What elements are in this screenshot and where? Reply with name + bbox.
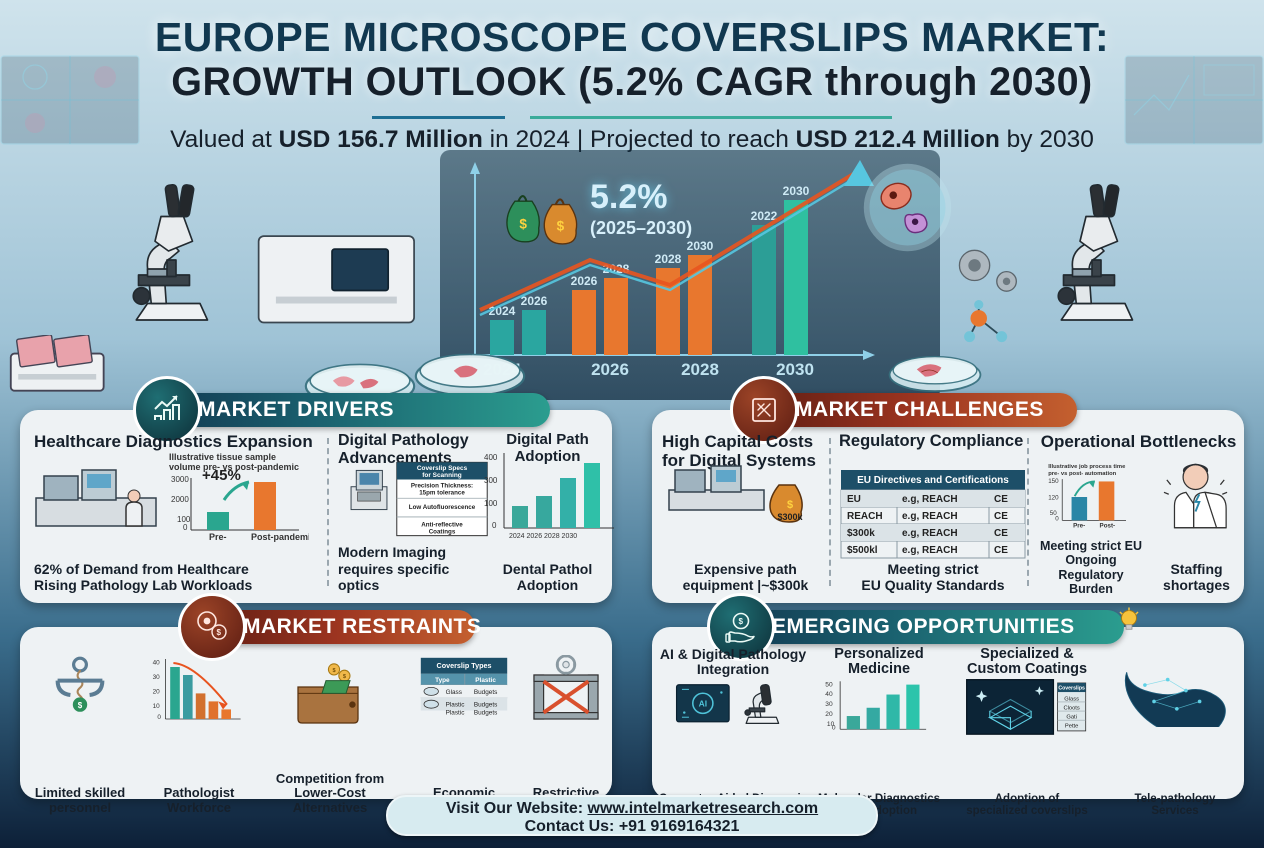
svg-text:2026: 2026 [521,294,548,308]
svg-text:e.g, REACH: e.g, REACH [902,511,958,522]
svg-text:0: 0 [157,714,161,721]
svg-text:20: 20 [153,688,161,695]
svg-text:100: 100 [484,499,498,508]
svg-text:CE: CE [994,545,1008,556]
svg-text:Pre-: Pre- [209,532,227,542]
svg-text:0: 0 [832,725,836,732]
svg-text:$: $ [557,218,565,233]
svg-text:Coverslip Specs: Coverslip Specs [417,465,468,472]
svg-text:$300k: $300k [847,528,875,539]
svg-text:2026: 2026 [571,274,598,288]
svg-text:e.g, REACH: e.g, REACH [902,528,958,539]
svg-text:10: 10 [153,703,161,710]
svg-text:150: 150 [1048,478,1059,485]
svg-text:$300k: $300k [777,512,803,522]
svg-text:Illustrative job process time: Illustrative job process time [1048,464,1126,470]
svg-text:CE: CE [994,528,1008,539]
svg-text:for Scanning: for Scanning [422,472,462,479]
svg-text:Glass: Glass [446,689,462,696]
svg-text:Post-pandemic: Post-pandemic [251,532,309,542]
svg-text:Type: Type [435,677,450,684]
svg-text:$500kl: $500kl [847,545,878,556]
svg-text:Budgets: Budgets [474,689,497,696]
svg-text:Post-: Post- [1100,522,1116,529]
svg-text:3000: 3000 [171,475,189,484]
svg-text:40: 40 [153,660,161,667]
svg-text:2026: 2026 [591,360,629,379]
svg-text:300: 300 [484,476,498,485]
svg-text:Plastic: Plastic [446,702,466,709]
svg-text:Coverslip Types: Coverslip Types [437,661,492,670]
svg-text:Glass: Glass [1064,697,1079,703]
svg-text:Low Autofluorescence: Low Autofluorescence [409,504,476,511]
svg-text:Anti-reflective: Anti-reflective [421,521,463,528]
svg-text:0: 0 [492,521,497,530]
svg-text:REACH: REACH [847,511,883,522]
svg-text:40: 40 [825,692,833,699]
svg-text:0: 0 [1055,515,1059,522]
svg-text:2028: 2028 [681,360,719,379]
svg-text:e.g, REACH: e.g, REACH [902,494,958,505]
svg-text:Pre-: Pre- [1073,522,1085,529]
svg-text:50: 50 [825,682,833,689]
svg-text:Illustrative tissue sample: Illustrative tissue sample [169,452,276,462]
svg-text:CE: CE [994,511,1008,522]
svg-text:Plastic: Plastic [475,677,496,684]
svg-text:Coatings: Coatings [429,528,456,535]
svg-text:$: $ [78,701,83,710]
svg-text:Cloots: Cloots [1063,706,1079,712]
svg-text:EU: EU [847,494,861,505]
svg-text:30: 30 [153,674,161,681]
svg-text:2030: 2030 [776,360,814,379]
svg-text:+45%: +45% [202,467,241,484]
svg-text:Plastic: Plastic [446,710,466,717]
svg-text:pre- vs post- automation: pre- vs post- automation [1048,471,1116,477]
svg-text:Gati: Gati [1066,715,1077,721]
svg-text:$: $ [787,499,793,511]
svg-text:2024 2026 2028 2030: 2024 2026 2028 2030 [509,533,577,540]
svg-text:120: 120 [1048,494,1059,501]
svg-text:CE: CE [994,494,1008,505]
svg-text:$: $ [739,617,744,626]
svg-text:15pm tolerance: 15pm tolerance [419,489,465,496]
svg-text:Pette: Pette [1065,724,1078,730]
svg-text:2030: 2030 [687,239,714,253]
svg-text:20: 20 [825,711,833,718]
svg-text:EU Directives and Certificatio: EU Directives and Certifications [857,475,1009,486]
svg-text:Precision Thickness:: Precision Thickness: [411,482,473,489]
svg-text:0: 0 [183,523,188,532]
svg-text:2028: 2028 [655,252,682,266]
svg-text:AI: AI [699,699,708,709]
svg-text:2000: 2000 [171,495,189,504]
svg-text:400: 400 [484,453,498,462]
svg-text:Budgets: Budgets [474,702,497,709]
svg-text:$: $ [217,628,222,637]
svg-text:Budgets: Budgets [474,710,497,717]
svg-text:2030: 2030 [783,184,810,198]
svg-text:e.g, REACH: e.g, REACH [902,545,958,556]
svg-text:$: $ [519,216,527,231]
svg-text:30: 30 [825,702,833,709]
svg-text:Coverslips: Coverslips [1058,686,1085,692]
